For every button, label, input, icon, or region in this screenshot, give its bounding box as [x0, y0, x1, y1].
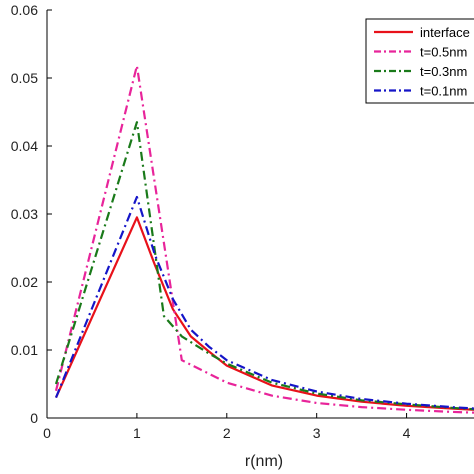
series-line-1: [54, 216, 474, 411]
x-tick-label: 1: [133, 425, 141, 441]
legend-label: interface: [420, 25, 470, 40]
y-tick-label: 0.01: [11, 342, 38, 358]
x-axis-label: r(nm): [245, 453, 283, 470]
y-tick-label: 0.05: [11, 70, 38, 86]
x-tick-label: 2: [223, 425, 231, 441]
y-tick-label: 0.06: [11, 2, 38, 18]
legend-label: t=0.5nm: [420, 45, 467, 60]
legend: interface t=0.5nm t=0.3nm t=0.1nm: [365, 18, 474, 104]
legend-label: t=0.1nm: [420, 84, 467, 99]
x-tick-label: 3: [313, 425, 321, 441]
y-tick-label: 0.02: [11, 274, 38, 290]
series-line-4: [54, 195, 474, 410]
axes: [46, 9, 474, 419]
series-layer: [54, 64, 474, 414]
x-tick-label: 4: [403, 425, 411, 441]
series-line-3: [54, 121, 474, 411]
y-tick-label: 0: [30, 410, 38, 426]
y-tick-label: 0.03: [11, 206, 38, 222]
y-tick-label: 0.04: [11, 138, 38, 154]
series-line-2: [54, 64, 474, 414]
tick-labels: 0 1 2 3 4 0 0.01 0.02 0.03 0.04 0.05 0.06: [11, 2, 411, 441]
x-tick-label: 0: [43, 425, 51, 441]
legend-label: t=0.3nm: [420, 64, 467, 79]
